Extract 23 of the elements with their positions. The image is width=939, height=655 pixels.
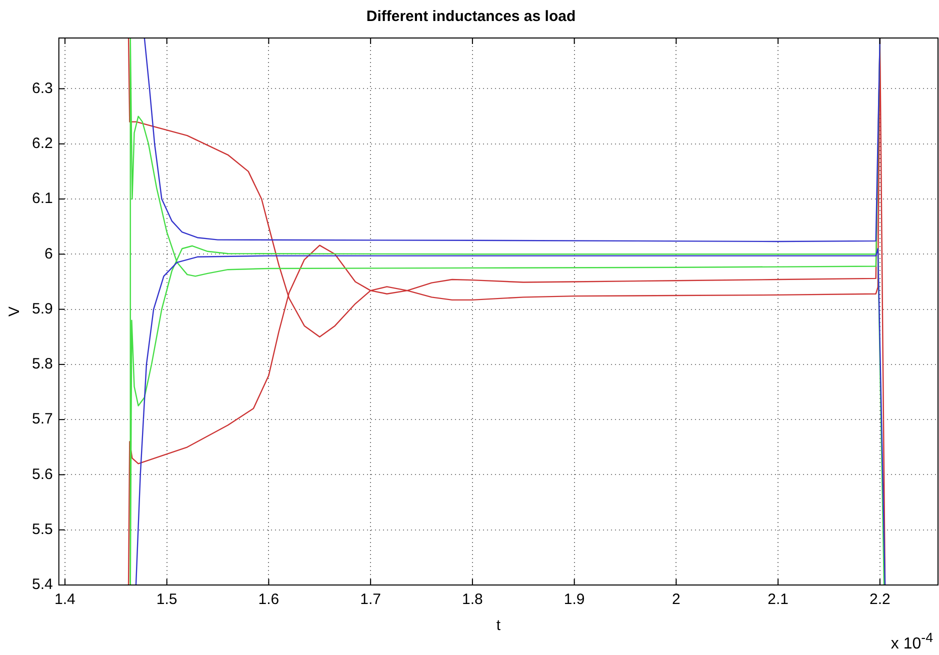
x-tick-label: 1.5 — [156, 591, 178, 608]
y-tick-label: 5.6 — [32, 466, 53, 483]
x-tick-label: 1.7 — [360, 591, 382, 608]
y-tick-label: 5.9 — [32, 300, 53, 318]
x-tick-label: 1.8 — [462, 591, 483, 608]
chart-title: Different inductances as load — [366, 8, 576, 26]
y-tick-label: 5.5 — [32, 521, 53, 538]
text: x 10$^{-4}$ — [890, 630, 933, 653]
y-tick-label: 5.4 — [32, 576, 53, 594]
x-axis-title: t — [496, 617, 502, 634]
x-tick-label: 2.1 — [768, 591, 788, 608]
x-tick-label: 2.2 — [870, 591, 890, 608]
x-tick-label: 2 — [672, 591, 680, 608]
y-tick-label: 5.7 — [32, 410, 53, 428]
y-tick-label: 6.1 — [32, 190, 53, 208]
y-tick-label: 6.3 — [32, 80, 53, 97]
x-tick-label: 1.9 — [564, 591, 585, 608]
x-tick-label: 1.4 — [54, 591, 76, 608]
y-tick-label: 6 — [44, 245, 53, 262]
x-tick-label: 1.6 — [258, 591, 280, 608]
y-tick-label: 6.2 — [32, 135, 53, 152]
y-tick-label: 5.8 — [32, 356, 53, 373]
y-axis-title: V — [6, 306, 24, 317]
